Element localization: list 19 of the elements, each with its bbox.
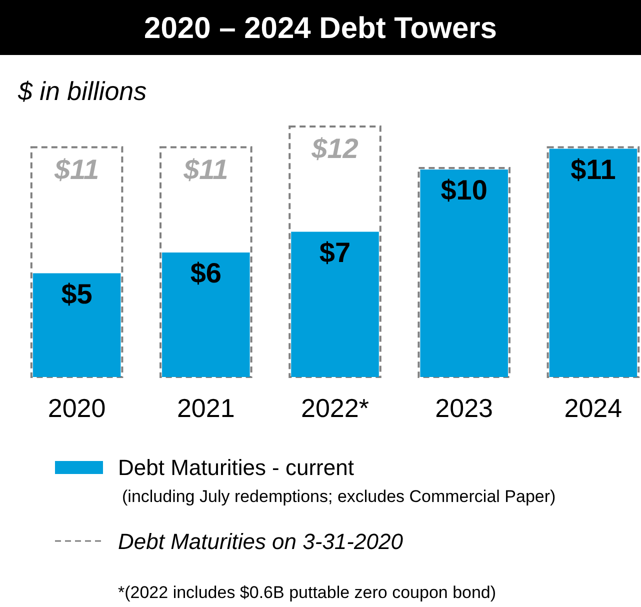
x-tick-label: 2024 bbox=[564, 393, 622, 423]
chart-subtitle: $ in billions bbox=[17, 76, 147, 106]
data-label: $12 bbox=[310, 133, 359, 164]
text: *(2022 includes $0.6B puttable zero coupon bond) bbox=[118, 583, 496, 602]
chart-title: 2020 – 2024 Debt Towers bbox=[144, 12, 497, 45]
x-tick-label: 2022* bbox=[301, 393, 369, 423]
x-tick-label: 2020 bbox=[48, 393, 106, 423]
legend-label: Debt Maturities on 3-31-2020 bbox=[118, 529, 404, 554]
data-label: $11 bbox=[570, 154, 616, 185]
data-label: $6 bbox=[190, 258, 222, 288]
data-label: $11 bbox=[53, 154, 100, 185]
data-label: $7 bbox=[319, 236, 351, 268]
data-label: $10 bbox=[440, 174, 488, 206]
x-tick-label: 2023 bbox=[435, 393, 494, 423]
data-label: $11 bbox=[182, 154, 228, 185]
data-label: $5 bbox=[61, 278, 92, 310]
legend-label: Debt Maturities - current bbox=[118, 455, 354, 480]
text: (including July redemptions; excludes Commercial Paper) bbox=[122, 487, 556, 506]
x-tick-label: 2021 bbox=[176, 393, 235, 423]
